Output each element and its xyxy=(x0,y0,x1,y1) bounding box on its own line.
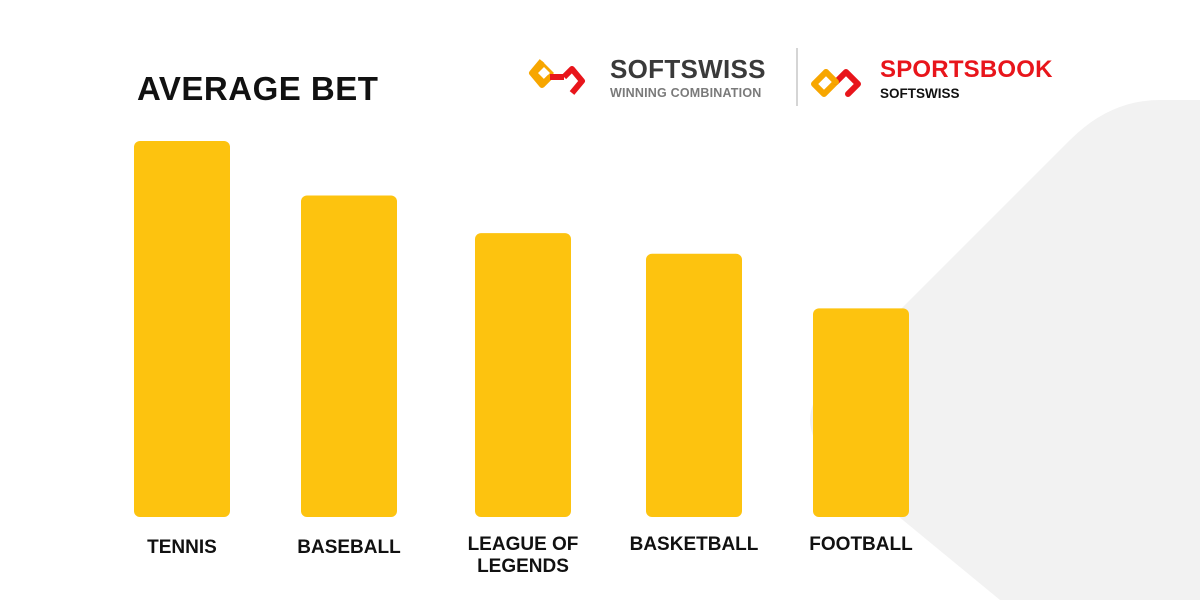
x-tick-label: BASEBALL xyxy=(297,537,401,558)
bar-football xyxy=(813,308,909,517)
logo-divider xyxy=(796,48,798,106)
bar-baseball xyxy=(301,195,397,517)
bar-tennis xyxy=(134,141,230,517)
sportsbook-tagline: SOFTSWISS xyxy=(880,86,960,101)
x-tick-label: FOOTBALL xyxy=(809,534,913,555)
softswiss-brand-name: SOFTSWISS xyxy=(610,54,766,84)
x-tick-label: BASKETBALL xyxy=(630,534,759,555)
bar-league-of-legends xyxy=(475,233,571,517)
sportsbook-brand-name: SPORTSBOOK xyxy=(880,56,1053,83)
sportsbook-logo: SPORTSBOOK SOFTSWISS xyxy=(806,56,1086,106)
softswiss-mark-icon xyxy=(529,59,585,95)
bar-basketball xyxy=(646,253,742,518)
page-title: AVERAGE BET xyxy=(137,70,379,107)
x-tick-label: LEAGUE OF LEGENDS xyxy=(468,534,579,577)
sportsbook-mark-icon xyxy=(811,69,861,97)
softswiss-tagline: WINNING COMBINATION xyxy=(610,86,762,100)
softswiss-logo: SOFTSWISS WINNING COMBINATION xyxy=(528,52,778,104)
x-tick-label: TENNIS xyxy=(147,537,217,558)
